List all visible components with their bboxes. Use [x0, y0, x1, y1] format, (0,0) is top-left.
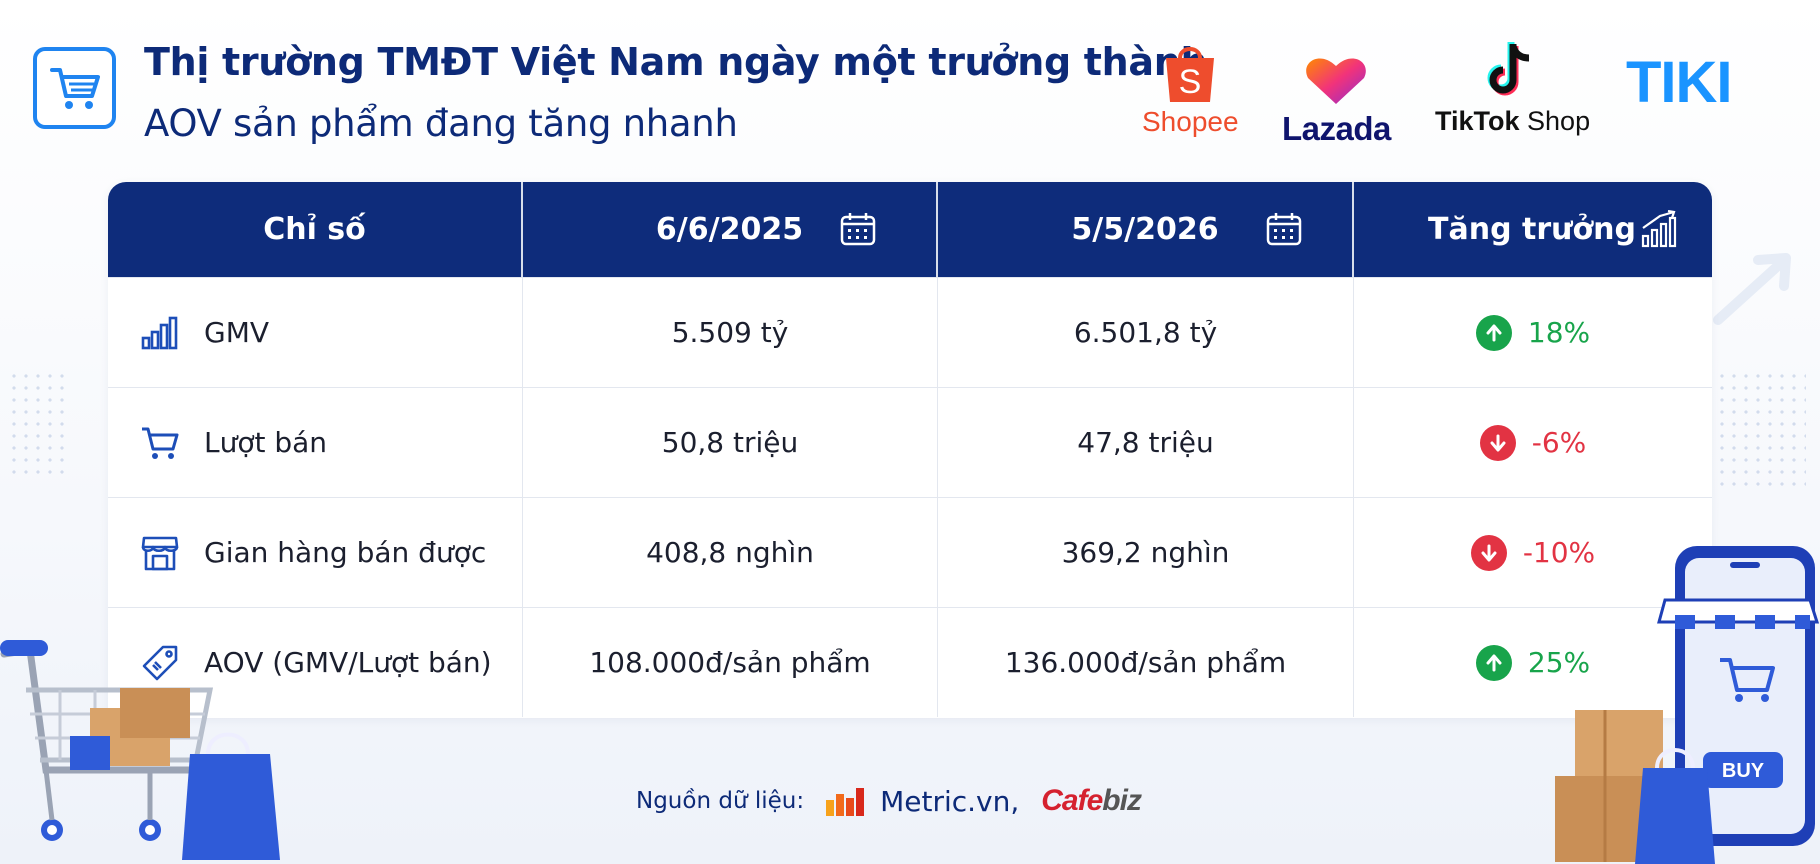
growth-indicator: -6% — [1479, 424, 1587, 461]
growth-value: -10% — [1522, 536, 1596, 569]
metric-cell: GMV — [108, 278, 523, 387]
arrow-up-icon — [1475, 644, 1512, 681]
growth-cell: 25% — [1354, 608, 1712, 717]
growth-cell: 18% — [1354, 278, 1712, 387]
brand-tiktok-shop: TikTok Shop — [1435, 40, 1590, 137]
header-cart-badge — [33, 47, 116, 129]
brand-lazada: Lazada — [1282, 52, 1391, 148]
value-2025-cell: 108.000đ/sản phẩm — [523, 608, 938, 717]
metric-logo-icon — [826, 788, 865, 816]
shopping-cart-illustration — [0, 640, 280, 860]
bar-chart-icon — [140, 313, 180, 353]
growth-indicator: -10% — [1470, 534, 1596, 571]
dot-pattern-right — [1716, 370, 1806, 490]
column-header-label: Chỉ số — [263, 212, 366, 247]
dot-pattern-left — [8, 370, 68, 480]
growth-cell: -10% — [1354, 498, 1712, 607]
growth-value: 25% — [1527, 646, 1591, 679]
metric-label: Gian hàng bán được — [204, 536, 487, 569]
page-title: Thị trường TMĐT Việt Nam ngày một trưởng… — [144, 40, 1208, 84]
metric-label: AOV (GMV/Lượt bán) — [204, 646, 492, 679]
arrow-down-icon — [1470, 534, 1507, 571]
growth-chart-icon — [1641, 210, 1677, 248]
value-2026-cell: 369,2 nghìn — [938, 498, 1354, 607]
source-label: Nguồn dữ liệu: — [636, 788, 805, 814]
shopee-label: Shopee — [1142, 106, 1239, 137]
growth-cell: -6% — [1354, 388, 1712, 497]
table-row: AOV (GMV/Lượt bán) 108.000đ/sản phẩm 136… — [108, 607, 1712, 717]
svg-text:S: S — [1179, 63, 1202, 101]
cart-icon — [140, 423, 180, 463]
value-2026-cell: 136.000đ/sản phẩm — [938, 608, 1354, 717]
table-header: Chỉ số 6/6/2025 5/5/2026 Tăng trưởng — [108, 182, 1712, 277]
comparison-table: Chỉ số 6/6/2025 5/5/2026 Tăng trưởng — [108, 182, 1712, 718]
svg-text:BUY: BUY — [1722, 760, 1765, 782]
lazada-heart-icon — [1306, 58, 1367, 104]
column-header-2026: 5/5/2026 — [938, 182, 1354, 277]
data-source: Nguồn dữ liệu: Metric.vn, Cafebiz — [636, 784, 1142, 818]
growth-indicator: 18% — [1475, 314, 1591, 351]
column-header-label: 5/5/2026 — [1071, 212, 1219, 247]
phone-shop-illustration: BUY — [1555, 546, 1820, 864]
value-2025-cell: 5.509 tỷ — [523, 278, 938, 387]
shopping-cart-icon — [49, 68, 100, 109]
arrow-up-icon — [1475, 314, 1512, 351]
table-row: GMV 5.509 tỷ 6.501,8 tỷ 18% — [108, 277, 1712, 387]
source-cafebiz: Cafebiz — [1041, 784, 1142, 817]
brand-tiki: TIKI — [1626, 50, 1733, 115]
table-row: Gian hàng bán được 408,8 nghìn 369,2 ngh… — [108, 497, 1712, 607]
store-icon — [140, 533, 180, 573]
column-header-2025: 6/6/2025 — [523, 182, 938, 277]
value-2026-cell: 6.501,8 tỷ — [938, 278, 1354, 387]
brand-shopee: S Shopee — [1142, 42, 1239, 138]
tiktok-shop-label: TikTok Shop — [1435, 106, 1591, 136]
column-header-label: Tăng trưởng — [1428, 212, 1636, 247]
table-row: Lượt bán 50,8 triệu 47,8 triệu -6% — [108, 387, 1712, 497]
column-header-growth: Tăng trưởng — [1354, 182, 1712, 277]
value-2026-cell: 47,8 triệu — [938, 388, 1354, 497]
trend-arrow-decoration — [1713, 253, 1791, 325]
metric-cell: Gian hàng bán được — [108, 498, 523, 607]
column-header-metric: Chỉ số — [108, 182, 523, 277]
growth-value: 18% — [1527, 316, 1591, 349]
value-2025-cell: 50,8 triệu — [523, 388, 938, 497]
calendar-icon — [840, 213, 876, 246]
page-subtitle: AOV sản phẩm đang tăng nhanh — [144, 102, 738, 145]
tiki-label: TIKI — [1626, 50, 1733, 115]
metric-label: GMV — [204, 316, 270, 349]
column-header-label: 6/6/2025 — [655, 212, 804, 247]
growth-value: -6% — [1531, 426, 1587, 459]
lazada-label: Lazada — [1282, 110, 1391, 147]
source-metric: Metric.vn, — [880, 784, 1020, 818]
calendar-icon — [1266, 213, 1302, 246]
value-2025-cell: 408,8 nghìn — [523, 498, 938, 607]
metric-label: Lượt bán — [204, 426, 328, 459]
price-tag-icon — [140, 643, 180, 683]
arrow-down-icon — [1479, 424, 1516, 461]
shopee-bag-icon: S — [1166, 47, 1215, 102]
tiktok-note-icon — [1487, 42, 1529, 96]
metric-cell: Lượt bán — [108, 388, 523, 497]
growth-indicator: 25% — [1475, 644, 1591, 681]
metric-cell: AOV (GMV/Lượt bán) — [108, 608, 523, 717]
